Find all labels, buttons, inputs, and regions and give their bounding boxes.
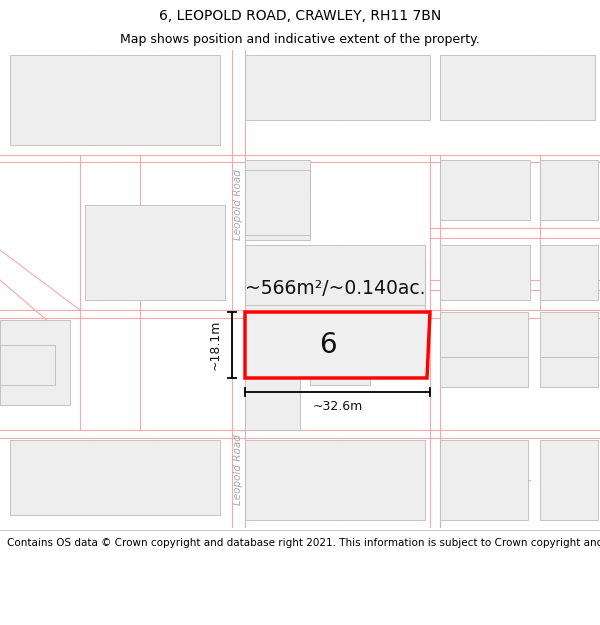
Bar: [310, 345, 370, 385]
Bar: [440, 55, 595, 120]
Text: ~566m²/~0.140ac.: ~566m²/~0.140ac.: [245, 279, 425, 298]
Bar: [10, 55, 220, 145]
Bar: [0, 320, 70, 405]
Bar: [440, 245, 530, 300]
Bar: [245, 170, 310, 235]
Text: Leopold Road: Leopold Road: [233, 434, 243, 506]
Polygon shape: [245, 312, 430, 378]
Bar: [440, 160, 530, 220]
Bar: [245, 55, 430, 120]
Bar: [440, 357, 528, 387]
Bar: [245, 160, 310, 240]
Bar: [0, 345, 55, 385]
Text: Leopold Road: Leopold Road: [233, 169, 243, 241]
Text: Contains OS data © Crown copyright and database right 2021. This information is : Contains OS data © Crown copyright and d…: [7, 538, 600, 548]
Text: 6, LEOPOLD ROAD, CRAWLEY, RH11 7BN: 6, LEOPOLD ROAD, CRAWLEY, RH11 7BN: [159, 9, 441, 23]
Text: ~32.6m: ~32.6m: [313, 400, 362, 413]
Bar: [540, 160, 598, 220]
Bar: [10, 440, 220, 515]
Bar: [540, 440, 598, 520]
Bar: [85, 205, 225, 300]
Bar: [440, 440, 528, 520]
Bar: [540, 245, 598, 300]
Text: ~18.1m: ~18.1m: [209, 320, 222, 370]
Bar: [245, 440, 425, 520]
Bar: [245, 245, 425, 305]
Bar: [245, 345, 300, 430]
Text: 6: 6: [319, 331, 337, 359]
Bar: [245, 260, 425, 315]
Bar: [540, 357, 598, 387]
Bar: [440, 312, 528, 357]
Bar: [540, 312, 598, 357]
Text: Map shows position and indicative extent of the property.: Map shows position and indicative extent…: [120, 32, 480, 46]
